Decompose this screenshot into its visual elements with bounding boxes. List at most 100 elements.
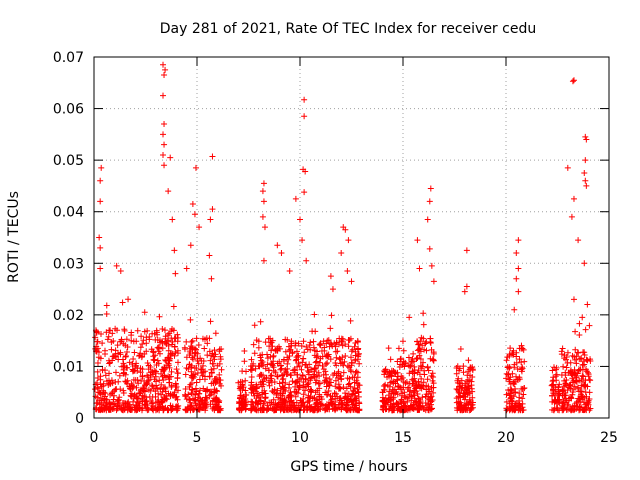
data-point bbox=[579, 378, 586, 385]
data-point bbox=[391, 370, 398, 377]
data-point bbox=[206, 392, 213, 399]
data-point-notable bbox=[582, 133, 589, 140]
data-point bbox=[570, 379, 577, 386]
data-point-notable bbox=[171, 247, 178, 254]
data-point bbox=[316, 391, 323, 398]
data-point-notable bbox=[570, 77, 577, 84]
data-point bbox=[352, 352, 359, 359]
data-point bbox=[323, 391, 330, 398]
data-point bbox=[551, 396, 558, 403]
data-point bbox=[188, 368, 195, 375]
data-point bbox=[425, 401, 432, 408]
x-tick-label: 0 bbox=[90, 430, 99, 446]
data-point-notable bbox=[187, 242, 194, 249]
data-point bbox=[254, 399, 261, 406]
data-point bbox=[568, 370, 575, 377]
data-point bbox=[516, 376, 523, 383]
data-point bbox=[355, 388, 362, 395]
data-point bbox=[213, 379, 220, 386]
data-point-notable bbox=[584, 301, 591, 308]
data-point-notable bbox=[515, 237, 522, 244]
data-point bbox=[292, 339, 299, 346]
data-point bbox=[97, 376, 104, 383]
data-point bbox=[130, 376, 137, 383]
data-point bbox=[428, 398, 435, 405]
data-point bbox=[430, 389, 437, 396]
data-point bbox=[204, 352, 211, 359]
data-point bbox=[107, 327, 114, 334]
data-point bbox=[414, 354, 421, 361]
data-point bbox=[349, 374, 356, 381]
data-point bbox=[298, 375, 305, 382]
data-point bbox=[347, 354, 354, 361]
data-point bbox=[159, 345, 166, 352]
data-point bbox=[406, 406, 413, 413]
data-point bbox=[162, 357, 169, 364]
data-point bbox=[120, 369, 127, 376]
data-point bbox=[193, 365, 200, 372]
data-point bbox=[577, 399, 584, 406]
data-point bbox=[356, 399, 363, 406]
data-point-notable bbox=[513, 249, 520, 256]
data-point bbox=[565, 384, 572, 391]
data-point bbox=[424, 364, 431, 371]
data-point bbox=[105, 405, 112, 412]
data-point bbox=[382, 383, 389, 390]
data-point bbox=[284, 336, 291, 343]
data-point bbox=[330, 372, 337, 379]
data-point bbox=[133, 398, 140, 405]
data-point bbox=[288, 407, 295, 414]
data-point bbox=[258, 360, 265, 367]
data-point bbox=[174, 374, 181, 381]
data-point bbox=[201, 345, 208, 352]
data-point bbox=[338, 339, 345, 346]
data-point-notable bbox=[260, 180, 267, 187]
data-point-notable bbox=[167, 154, 174, 161]
data-point bbox=[549, 378, 556, 385]
data-point bbox=[192, 385, 199, 392]
data-point bbox=[281, 402, 288, 409]
data-point bbox=[345, 395, 352, 402]
data-point bbox=[412, 398, 419, 405]
data-point bbox=[295, 405, 302, 412]
data-point bbox=[513, 359, 520, 366]
data-point bbox=[306, 403, 313, 410]
data-point bbox=[460, 363, 467, 370]
x-axis-label: GPS time / hours bbox=[290, 459, 407, 475]
data-point-notable bbox=[414, 237, 421, 244]
plot-frame bbox=[93, 56, 610, 419]
data-point bbox=[236, 385, 243, 392]
y-axis-label: ROTI / TECUs bbox=[6, 191, 22, 283]
y-tick-label: 0.07 bbox=[53, 50, 84, 66]
data-point bbox=[336, 385, 343, 392]
data-point bbox=[173, 366, 180, 373]
data-point bbox=[325, 351, 332, 358]
data-point bbox=[310, 338, 317, 345]
data-point bbox=[353, 377, 360, 384]
data-point bbox=[146, 393, 153, 400]
data-point bbox=[155, 390, 162, 397]
data-point bbox=[380, 386, 387, 393]
data-point bbox=[419, 342, 426, 349]
data-point-notable bbox=[582, 177, 589, 184]
data-point bbox=[569, 388, 576, 395]
data-point bbox=[288, 342, 295, 349]
data-point bbox=[267, 353, 274, 360]
data-point bbox=[551, 405, 558, 412]
data-point bbox=[465, 401, 472, 408]
data-point bbox=[305, 383, 312, 390]
data-point bbox=[129, 385, 136, 392]
data-point-notable bbox=[406, 314, 413, 321]
data-point bbox=[466, 398, 473, 405]
data-point bbox=[352, 369, 359, 376]
data-point bbox=[418, 365, 425, 372]
data-point bbox=[342, 353, 349, 360]
data-point bbox=[188, 390, 195, 397]
data-point bbox=[164, 338, 171, 345]
data-point-notable bbox=[570, 296, 577, 303]
data-point-notable bbox=[165, 188, 172, 195]
data-point bbox=[274, 387, 281, 394]
data-point-notable bbox=[327, 273, 334, 280]
data-point bbox=[332, 343, 339, 350]
data-point bbox=[469, 394, 476, 401]
